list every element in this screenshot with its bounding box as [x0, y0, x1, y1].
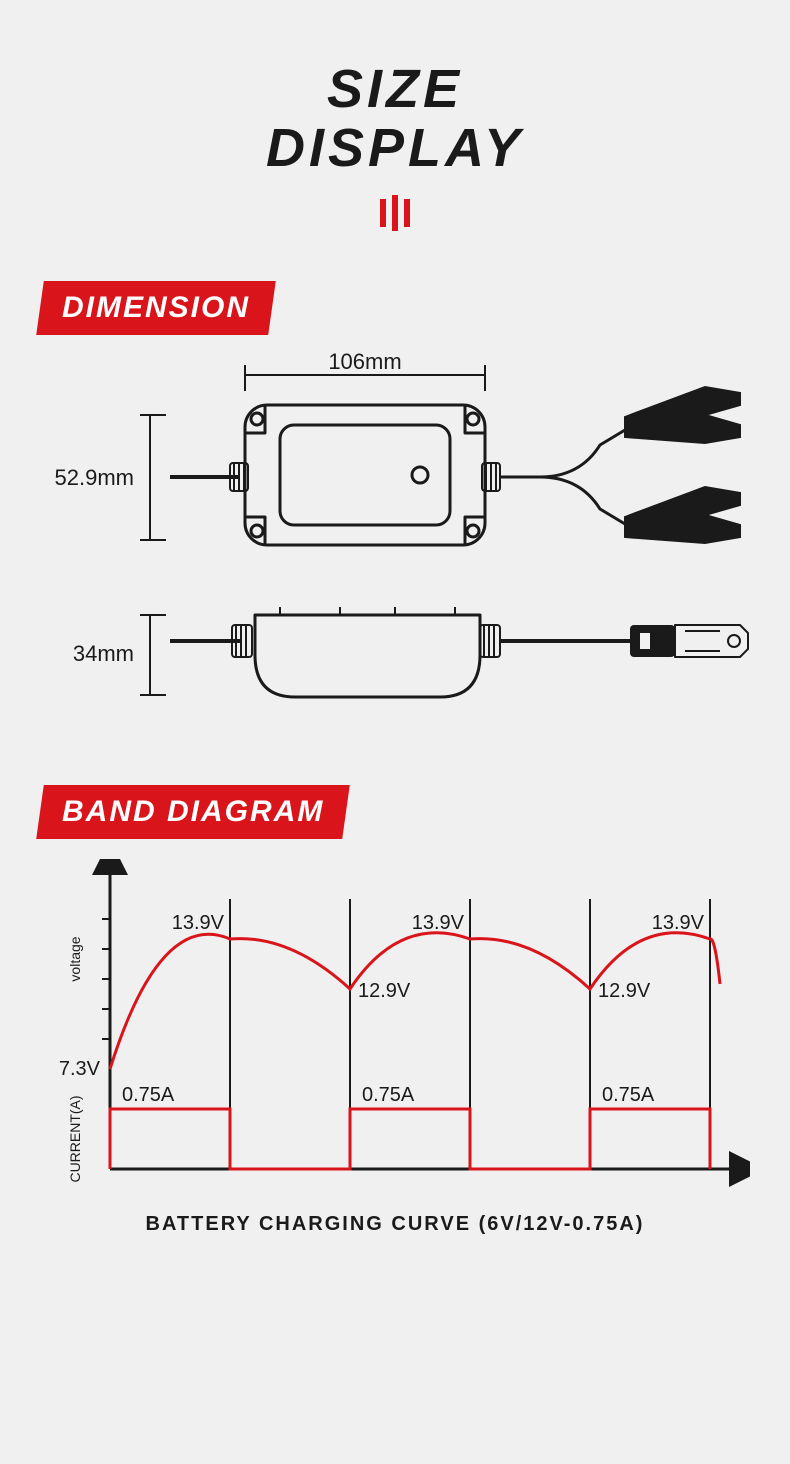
current-on-label: 0.75A — [602, 1084, 655, 1106]
dimension-section: DIMENSION 106mm 52.9mm — [40, 281, 750, 725]
band-diagram-badge: BAND DIAGRAM — [36, 785, 350, 839]
title-block: SIZE DISPLAY — [0, 0, 790, 231]
voltage-dip-label: 12.9V — [358, 980, 411, 1002]
dimension-badge: DIMENSION — [36, 281, 276, 335]
voltage-start-label: 7.3V — [59, 1058, 101, 1080]
voltage-peak-label: 13.9V — [172, 912, 225, 934]
voltage-peak-label: 13.9V — [412, 912, 465, 934]
decor-bars-icon — [0, 199, 790, 231]
y2-axis-label: CURRENT(A) — [67, 1095, 83, 1182]
width-label: 106mm — [328, 349, 401, 374]
voltage-peak-label: 13.9V — [652, 912, 705, 934]
height-label: 52.9mm — [55, 465, 134, 490]
title-line1: SIZE — [0, 60, 790, 119]
title-line2: DISPLAY — [0, 119, 790, 178]
depth-label: 34mm — [73, 641, 134, 666]
dimension-top-view: 106mm 52.9mm — [40, 345, 750, 575]
band-diagram-badge-label: BAND DIAGRAM — [62, 795, 324, 829]
voltage-dip-label: 12.9V — [598, 980, 651, 1002]
dimension-badge-label: DIMENSION — [62, 291, 250, 325]
charging-curve-chart: voltage CURRENT(A) 7.3V 13.9V 13.9V 13.9V 12.9… — [40, 859, 750, 1199]
current-on-label: 0.75A — [122, 1084, 175, 1106]
chart-caption: BATTERY CHARGING CURVE (6V/12V-0.75A) — [40, 1213, 750, 1236]
dimension-side-view: 34mm — [40, 585, 750, 725]
current-on-label: 0.75A — [362, 1084, 415, 1106]
y-axis-label: voltage — [67, 936, 83, 981]
band-diagram-section: BAND DIAGRAM voltage CURRENT(A) 7.3V 13.9V 1… — [40, 785, 750, 1236]
